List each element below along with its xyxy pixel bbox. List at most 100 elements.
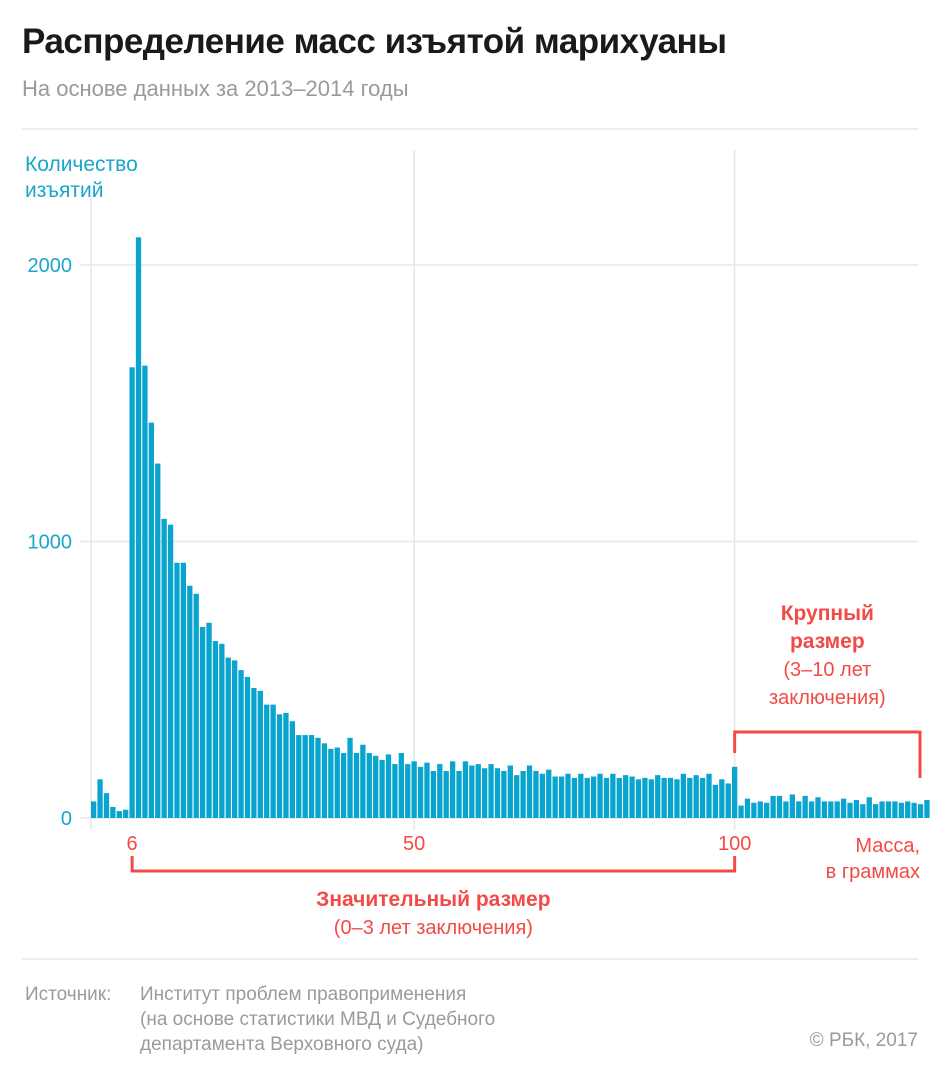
bar (456, 770, 462, 818)
chart-subtitle: На основе данных за 2013–2014 годы (22, 76, 409, 101)
bar (449, 761, 456, 818)
significant-size-subtitle: (0–3 лет заключения) (334, 917, 533, 939)
bar (616, 777, 622, 818)
bar (328, 748, 334, 818)
bar (219, 643, 225, 818)
copyright: © РБК, 2017 (809, 1030, 918, 1051)
bar (289, 721, 296, 818)
bar (693, 775, 699, 818)
x-tick-label: 6 (127, 833, 138, 855)
bar (199, 626, 206, 818)
significant-size-bracket (130, 856, 737, 873)
bar (565, 773, 571, 818)
source-line-2: (на основе статистики МВД и Судебного (140, 1009, 496, 1030)
bar (353, 753, 360, 818)
bar (866, 797, 872, 818)
bar (475, 764, 481, 818)
bar (840, 798, 847, 818)
bar (482, 768, 488, 818)
bar (764, 802, 770, 818)
bar (398, 753, 404, 818)
bar (687, 777, 693, 818)
bar (308, 735, 315, 818)
bar (232, 660, 238, 818)
bar (539, 773, 545, 818)
bar (103, 793, 110, 818)
bar (885, 801, 892, 818)
bar (853, 800, 860, 818)
bar (443, 770, 449, 818)
large-size-subtitle-line-2: заключения) (769, 687, 886, 709)
bar (674, 779, 680, 818)
bar (732, 766, 738, 818)
bar (603, 777, 610, 818)
bar (385, 754, 392, 818)
x-tick-label: 50 (403, 833, 425, 855)
bar (276, 714, 283, 818)
bar (725, 783, 731, 818)
bar (808, 801, 815, 818)
bar (860, 804, 866, 818)
bar (116, 811, 122, 818)
bar (635, 779, 642, 818)
bar (283, 712, 289, 818)
bar (834, 801, 840, 818)
bar (148, 422, 154, 818)
bar (270, 704, 276, 818)
x-axis-label-line-1: Масса, (855, 835, 920, 857)
bar (340, 753, 347, 818)
y-axis-label: Количество изъятий (25, 152, 138, 204)
bar (520, 770, 526, 818)
bar (571, 777, 578, 818)
bar (802, 795, 808, 818)
bar (507, 765, 513, 818)
bar (597, 773, 603, 818)
bar (552, 776, 558, 818)
bar (655, 775, 661, 818)
bar (584, 777, 590, 818)
bar (898, 802, 904, 818)
bar (193, 593, 199, 818)
bar (699, 777, 706, 818)
bar (879, 801, 885, 818)
bar (302, 735, 308, 818)
large-size-title-line-2: размер (790, 630, 865, 653)
bar (751, 802, 757, 818)
bar (706, 773, 712, 818)
source-label: Источник: (25, 984, 112, 1005)
bar (546, 769, 552, 818)
bar (712, 784, 719, 818)
bar (97, 779, 103, 818)
source-line-1: Институт проблем правоприменения (140, 984, 467, 1005)
x-tick-label: 100 (718, 833, 751, 855)
bar (661, 777, 667, 818)
bar (892, 801, 898, 818)
bar (738, 805, 744, 818)
bar (821, 801, 828, 818)
bar (187, 585, 193, 818)
bar (129, 367, 135, 818)
bar (590, 776, 597, 818)
bar (411, 761, 417, 818)
top-divider (22, 128, 918, 130)
bar (488, 764, 494, 818)
bar (514, 775, 520, 818)
bar (180, 562, 187, 818)
bar (873, 804, 879, 818)
bar (783, 801, 789, 818)
bar (719, 779, 725, 818)
bar (911, 802, 917, 818)
bar (917, 804, 924, 818)
bar (135, 237, 142, 819)
bar (244, 676, 251, 818)
bar (155, 463, 161, 818)
bar (469, 765, 475, 818)
histogram: 0 1000 2000 6 50 100 Масса, в граммах Значительн… (28, 150, 930, 939)
bar (91, 801, 97, 818)
bar (501, 770, 507, 818)
bar (264, 704, 270, 818)
bar (776, 795, 783, 818)
bar (558, 776, 565, 818)
bar (238, 670, 244, 818)
bar (430, 770, 437, 818)
